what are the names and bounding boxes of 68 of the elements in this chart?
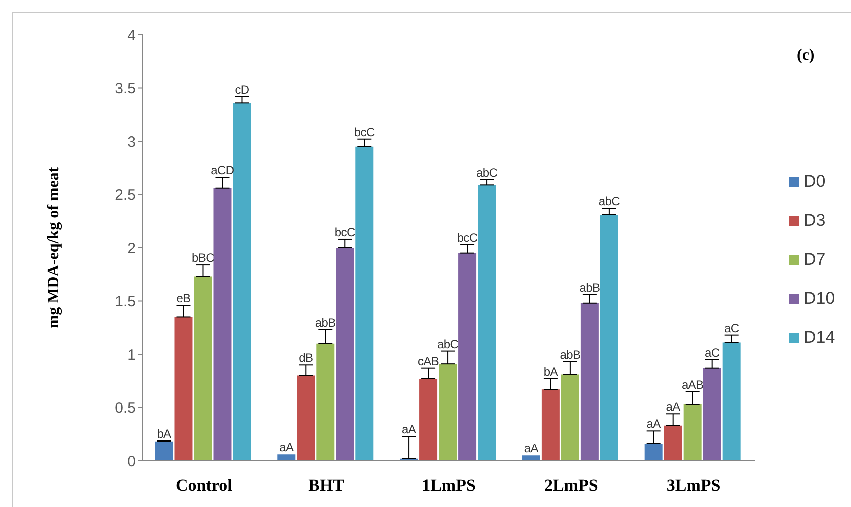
bar <box>194 276 212 461</box>
bar <box>458 253 477 461</box>
data-label: aA <box>524 442 539 456</box>
x-tick-label: 3LmPS <box>666 476 721 496</box>
bar <box>478 185 496 461</box>
bar <box>297 376 316 461</box>
legend-label: D3 <box>804 210 826 230</box>
legend-label: D0 <box>804 172 826 192</box>
bar <box>420 378 438 461</box>
data-label: bcC <box>334 225 356 240</box>
legend-label: D14 <box>804 328 836 348</box>
bar <box>174 317 193 461</box>
data-label: abC <box>598 194 621 209</box>
data-label: bA <box>544 364 558 379</box>
data-label: bcC <box>354 125 376 140</box>
data-label: abC <box>476 166 498 180</box>
x-tick-label: 2LmPS <box>544 476 598 496</box>
data-label: bcC <box>457 230 478 245</box>
legend-label: D10 <box>804 288 836 308</box>
data-label: aC <box>704 346 720 360</box>
y-tick-label: 3.5 <box>115 80 136 98</box>
data-label: cAB <box>418 354 440 368</box>
bar <box>600 214 618 461</box>
bar <box>439 364 458 461</box>
x-tick-label: Control <box>176 476 233 496</box>
bar <box>542 390 560 461</box>
bar <box>703 368 722 461</box>
data-label: aA <box>280 440 294 455</box>
y-axis-title: mg MDA-eq/kg of meat <box>46 166 62 329</box>
bar <box>722 342 741 461</box>
bar <box>356 146 374 461</box>
bar <box>214 188 232 461</box>
bar <box>336 248 354 461</box>
bar <box>580 303 599 461</box>
y-tick-label: 0.5 <box>115 400 136 418</box>
bar <box>316 344 335 461</box>
y-tick-label: 1 <box>128 346 136 364</box>
bar <box>644 444 663 461</box>
bar <box>664 426 682 461</box>
bar <box>684 404 702 461</box>
data-label: abB <box>315 316 336 330</box>
bar <box>561 374 580 461</box>
data-label: bA <box>157 426 172 441</box>
x-tick-label: BHT <box>308 476 346 496</box>
legend-label: D7 <box>804 250 826 270</box>
y-tick-label: 4 <box>128 27 136 44</box>
data-label: aA <box>646 417 662 432</box>
data-label: aA <box>666 400 681 414</box>
y-tick-label: 2.5 <box>115 187 136 204</box>
y-tick-label: 1.5 <box>115 294 136 311</box>
data-label: abB <box>580 280 600 295</box>
bar <box>233 103 252 461</box>
data-label: abC <box>437 337 460 352</box>
y-tick-label: 0 <box>128 453 136 470</box>
data-label: aC <box>724 321 740 336</box>
text: (c) <box>797 47 815 65</box>
bar <box>155 442 174 461</box>
y-tick-label: 2 <box>128 240 136 258</box>
data-label: aA <box>402 422 416 437</box>
bar <box>278 454 296 461</box>
y-tick-label: 3 <box>128 134 136 151</box>
x-tick-label: 1LmPS <box>422 476 476 496</box>
data-label: abB <box>560 348 581 362</box>
data-label: aAB <box>682 378 704 392</box>
data-label: eB <box>176 292 192 306</box>
data-label: cD <box>235 82 250 97</box>
bar <box>522 456 540 461</box>
data-label: dB <box>299 351 314 366</box>
